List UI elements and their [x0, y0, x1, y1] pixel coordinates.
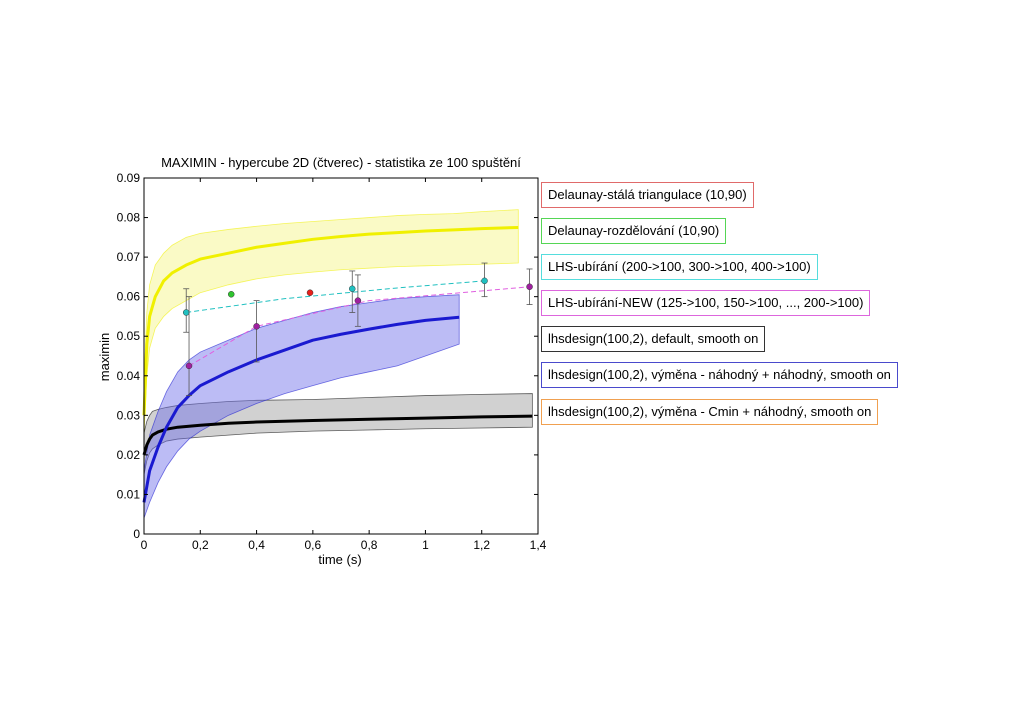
- y-tick-label-0: 0: [133, 527, 140, 541]
- x-tick-label-2: 0,4: [248, 538, 265, 552]
- mean-line-series-4: [142, 414, 533, 456]
- point-series-1-0: [227, 291, 235, 298]
- x-tick-label-4: 0,8: [361, 538, 378, 552]
- points-layer: [182, 262, 533, 396]
- y-tick-label-9: 0.09: [117, 171, 141, 185]
- y-tick-label-3: 0.03: [117, 408, 141, 422]
- fit-line-1: [188, 286, 530, 367]
- legend-entry-6: lhsdesign(100,2), výměna - Cmin + náhodn…: [541, 399, 879, 425]
- legend-entry-0: Delaunay-stálá triangulace (10,90): [541, 182, 754, 208]
- point-series-3-0: [185, 362, 193, 370]
- y-axis-label: maximin: [97, 333, 112, 381]
- y-tick-label-2: 0.02: [117, 448, 141, 462]
- legend-entry-3: LHS-ubírání-NEW (125->100, 150->100, ...…: [541, 290, 871, 316]
- band-series-6: [143, 209, 519, 436]
- plot-frame: [143, 177, 539, 535]
- mean-line-series-6: [142, 225, 519, 416]
- y-tick-label-8: 0.08: [117, 211, 141, 225]
- legend-entry-2: LHS-ubírání (200->100, 300->100, 400->10…: [541, 254, 818, 280]
- y-tick-label-7: 0.07: [117, 250, 141, 264]
- y-tick-label-6: 0.06: [117, 290, 141, 304]
- legend-entry-4: lhsdesign(100,2), default, smooth on: [541, 326, 766, 352]
- point-series-3-3: [526, 283, 533, 291]
- point-series-3-1: [253, 323, 260, 330]
- x-tick-label-5: 1: [422, 538, 429, 552]
- legend-entry-5: lhsdesign(100,2), výměna - náhodný + náh…: [541, 362, 898, 388]
- ticks-layer: 0 0,2 0,4 0,6 0,8 1 1,2 1,4 0 0.01 0.02 0.03 0.04 0.0…: [117, 171, 547, 552]
- y-tick-label-4: 0.04: [117, 369, 141, 383]
- x-tick-label-6: 1,2: [473, 538, 490, 552]
- bands-layer: [143, 209, 533, 519]
- legend-entry-1: Delaunay-rozdělování (10,90): [541, 218, 727, 244]
- fit-line-0: [186, 280, 485, 313]
- point-series-0-0: [306, 289, 314, 296]
- x-tick-label-1: 0,2: [192, 538, 209, 552]
- point-series-2-0: [182, 309, 190, 316]
- point-series-3-2: [354, 297, 362, 304]
- y-tick-label-1: 0.01: [117, 487, 141, 501]
- x-tick-label-3: 0,6: [305, 538, 322, 552]
- band-series-5: [143, 294, 460, 519]
- x-axis-label: time (s): [318, 552, 361, 567]
- point-series-2-1: [349, 285, 356, 293]
- y-tick-label-5: 0.05: [117, 329, 141, 343]
- x-tick-label-7: 1,4: [530, 538, 547, 552]
- point-series-2-2: [481, 277, 488, 285]
- lines-layer: [142, 225, 533, 503]
- chart-title: MAXIMIN - hypercube 2D (čtverec) - stati…: [161, 155, 521, 170]
- mean-line-series-5: [142, 315, 460, 503]
- x-tick-label-0: 0: [141, 538, 148, 552]
